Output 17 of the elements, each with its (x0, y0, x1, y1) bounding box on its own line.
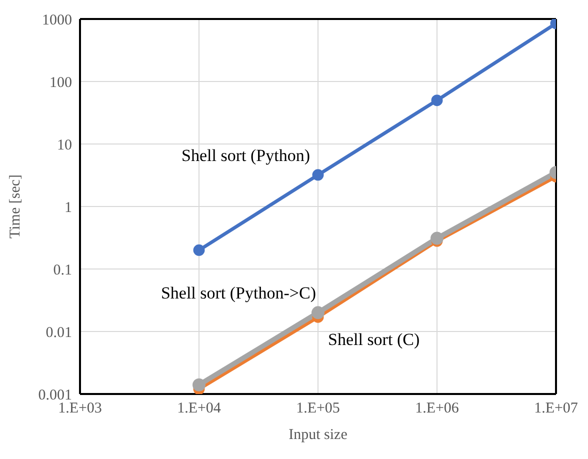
x-tick-label: 1.E+03 (58, 400, 102, 417)
y-tick-label: 0.01 (46, 324, 72, 341)
series-label: Shell sort (Python->C) (160, 284, 316, 303)
y-tick-label: 10 (57, 137, 72, 154)
series-label: Shell sort (Python) (182, 146, 310, 165)
x-axis-title: Input size (288, 427, 348, 443)
y-tick-label: 0.1 (53, 262, 72, 278)
y-tick-label: 1 (64, 200, 72, 216)
x-tick-label: 1.E+07 (534, 400, 578, 417)
series-label: Shell sort (C) (328, 330, 420, 350)
y-tick-label: 1000 (42, 12, 72, 28)
x-tick-label: 1.E+04 (177, 400, 222, 417)
x-tick-label: 1.E+05 (296, 400, 340, 417)
y-axis-title: Time [sec] (7, 174, 24, 239)
x-tick-label: 1.E+06 (415, 400, 460, 417)
y-tick-label: 100 (50, 74, 72, 91)
y-tick-label: 0.001 (38, 387, 72, 404)
